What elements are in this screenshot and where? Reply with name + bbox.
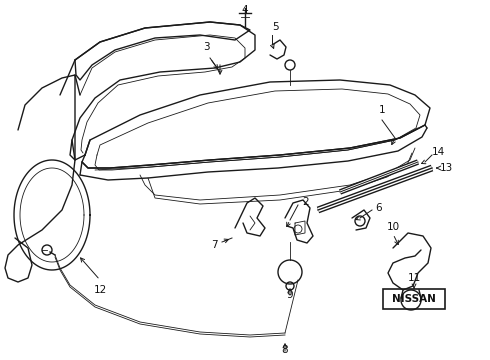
Text: 12: 12 — [94, 285, 107, 295]
Text: 9: 9 — [287, 290, 294, 300]
Bar — [384, 289, 445, 309]
Text: 14: 14 — [432, 147, 445, 157]
Text: 6: 6 — [375, 203, 382, 213]
Text: 1: 1 — [379, 105, 385, 115]
Text: 4: 4 — [242, 5, 248, 15]
Text: 11: 11 — [407, 273, 421, 283]
Text: NISSAN: NISSAN — [392, 294, 436, 304]
Text: 2: 2 — [302, 197, 309, 207]
Text: 8: 8 — [282, 345, 288, 355]
Text: 3: 3 — [203, 42, 209, 52]
Text: 10: 10 — [387, 222, 399, 232]
Text: 13: 13 — [440, 163, 453, 173]
Text: 7: 7 — [211, 240, 218, 250]
Text: 5: 5 — [272, 22, 279, 32]
